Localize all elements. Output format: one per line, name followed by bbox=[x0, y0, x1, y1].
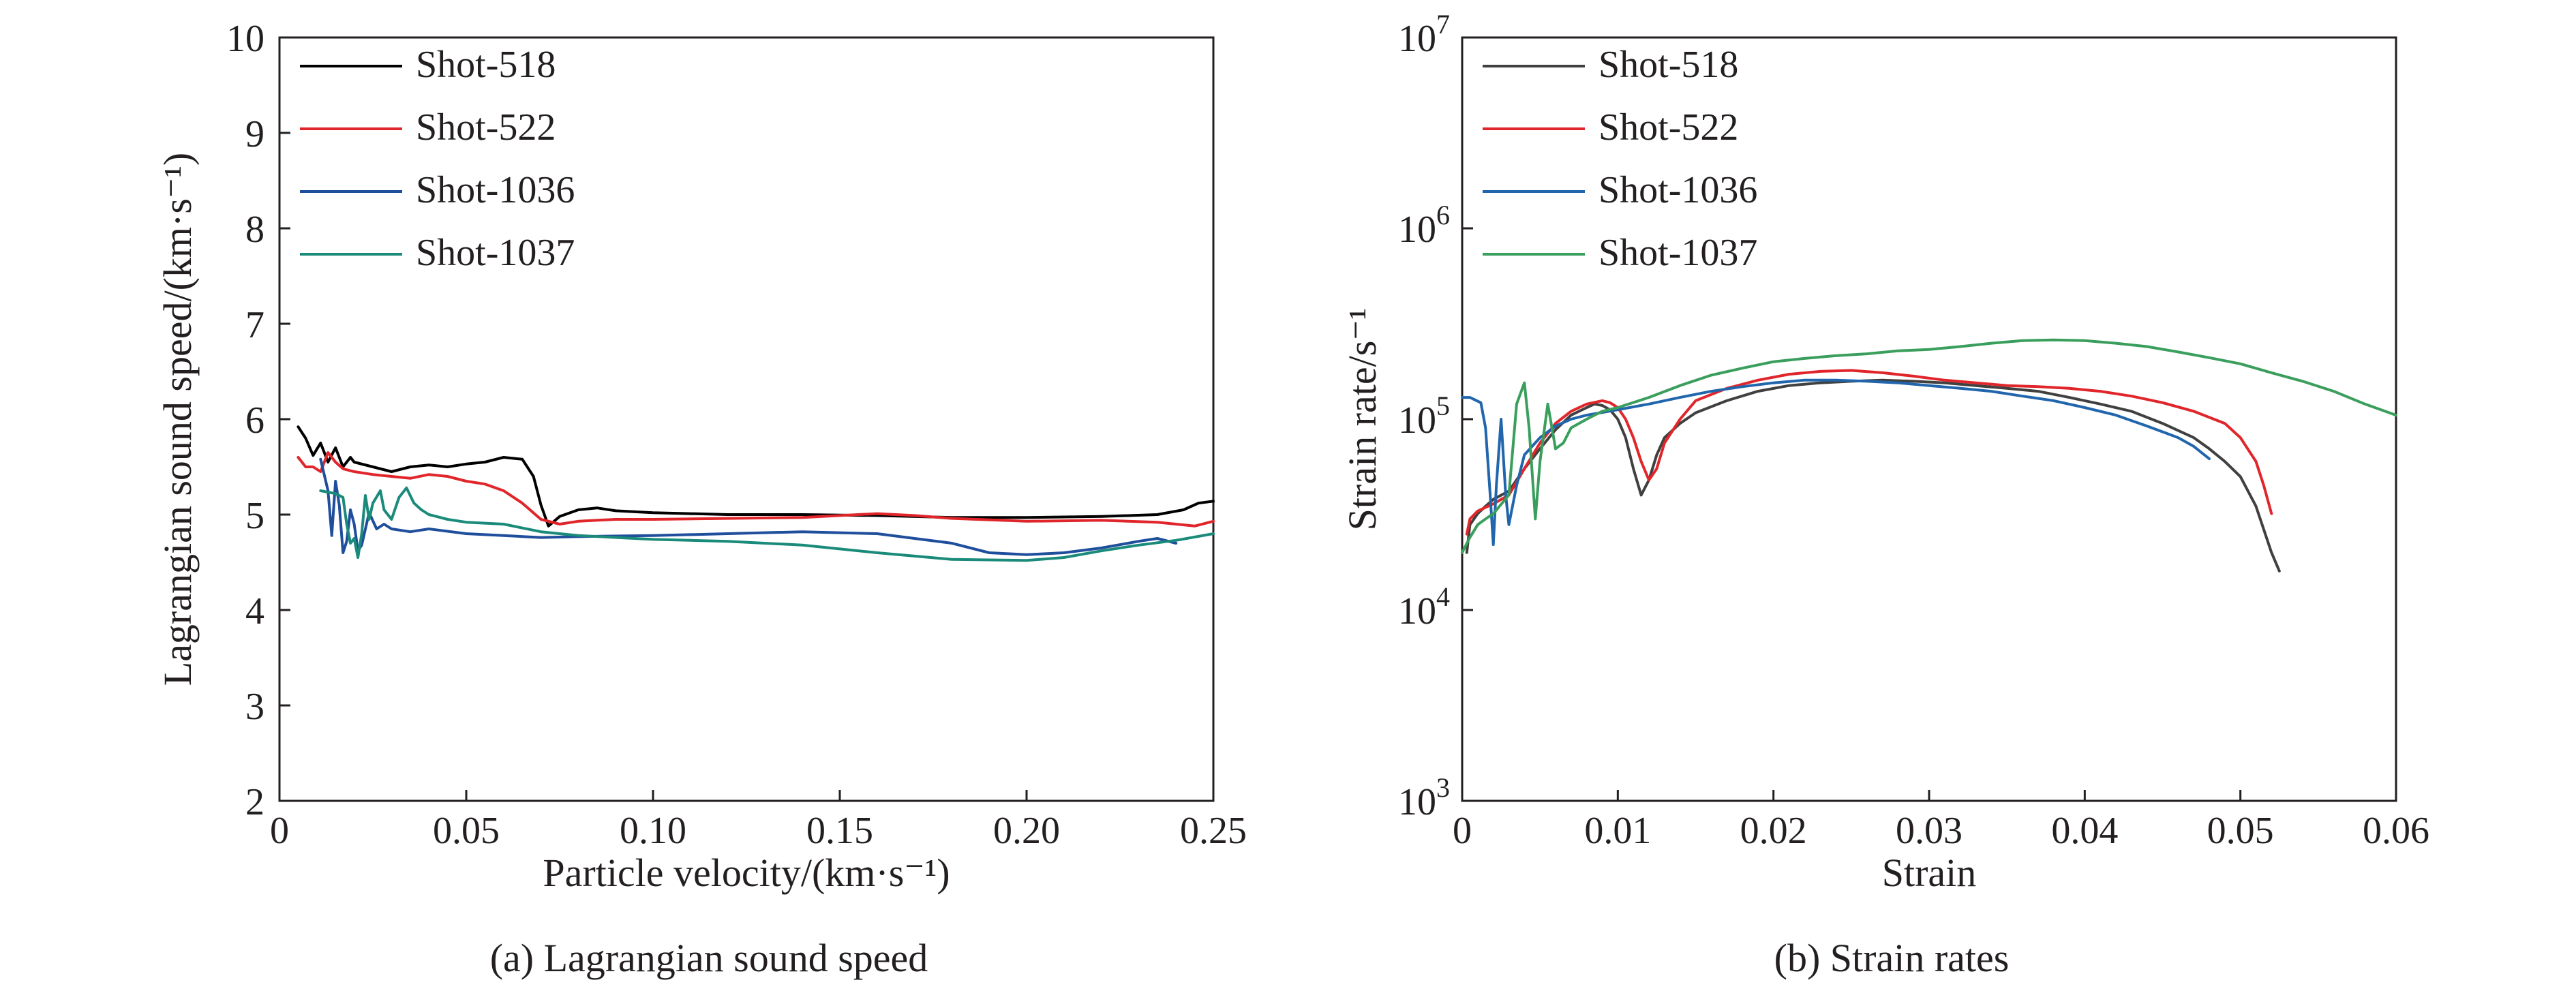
chart-b-x-ticks: 0 0.01 0.02 0.03 0.04 0.05 0.06 bbox=[1453, 790, 2429, 852]
chart-a-legend: Shot-518 Shot-522 Shot-1036 Shot-1037 bbox=[300, 44, 575, 274]
y-tick-exponent: 6 bbox=[1436, 200, 1450, 230]
chart-a-series bbox=[297, 425, 1215, 562]
y-tick-exponent: 7 bbox=[1436, 9, 1450, 40]
y-tick-label: 2 bbox=[245, 781, 264, 823]
chart-a: 0 0.05 0.10 0.15 0.20 0.25 2 3 4 5 6 7 8 9 10 Shot-51… bbox=[155, 18, 1247, 980]
x-tick-label: 0 bbox=[1453, 810, 1472, 852]
x-tick-label: 0.05 bbox=[2207, 810, 2274, 852]
y-tick-exponent: 5 bbox=[1436, 391, 1450, 421]
y-tick-label: 4 bbox=[245, 590, 264, 632]
y-tick-label: 105 bbox=[1398, 391, 1450, 442]
y-tick-base: 10 bbox=[1398, 209, 1436, 251]
legend-label: Shot-522 bbox=[1598, 106, 1738, 149]
series-line-shot-1036 bbox=[1461, 378, 2211, 547]
series-line-shot-1037 bbox=[1461, 338, 2397, 554]
x-tick-label: 0.25 bbox=[1180, 810, 1247, 852]
chart-b-caption: (b) Strain rates bbox=[1774, 936, 2010, 980]
y-tick-base: 10 bbox=[1398, 590, 1436, 632]
chart-b-frame bbox=[1461, 36, 2397, 802]
legend-label: Shot-522 bbox=[416, 106, 556, 149]
y-tick-label: 6 bbox=[245, 399, 264, 442]
legend-label: Shot-518 bbox=[1598, 44, 1738, 86]
y-tick-base: 10 bbox=[1398, 399, 1436, 442]
y-tick-exponent: 3 bbox=[1436, 772, 1450, 803]
y-tick-label: 106 bbox=[1398, 200, 1450, 251]
chart-a-caption: (a) Lagrangian sound speed bbox=[490, 936, 928, 980]
series-line-shot-522 bbox=[297, 451, 1215, 528]
x-tick-label: 0.06 bbox=[2363, 810, 2429, 852]
y-tick-exponent: 4 bbox=[1436, 581, 1450, 612]
y-tick-base: 10 bbox=[1398, 781, 1436, 823]
y-tick-label: 107 bbox=[1398, 9, 1450, 60]
x-tick-label: 0.04 bbox=[2051, 810, 2118, 852]
chart-a-x-axis-title: Particle velocity/(km·s⁻¹) bbox=[543, 851, 950, 895]
legend-label: Shot-1037 bbox=[416, 232, 575, 274]
y-tick-label: 5 bbox=[245, 495, 264, 537]
series-line-shot-1036 bbox=[319, 457, 1178, 556]
y-tick-label: 10 bbox=[226, 18, 264, 60]
y-tick-label: 103 bbox=[1398, 772, 1450, 823]
series-line-shot-518 bbox=[1465, 378, 2281, 573]
legend-label: Shot-1036 bbox=[1598, 169, 1757, 211]
legend-label: Shot-1037 bbox=[1598, 232, 1757, 274]
x-tick-label: 0.05 bbox=[433, 810, 500, 852]
y-tick-base: 10 bbox=[1398, 18, 1436, 60]
series-line-shot-518 bbox=[297, 425, 1215, 528]
y-tick-label: 8 bbox=[245, 209, 264, 251]
chart-a-frame bbox=[278, 36, 1215, 802]
y-tick-label: 3 bbox=[245, 686, 264, 728]
chart-b: 0 0.01 0.02 0.03 0.04 0.05 0.06 10310410510610… bbox=[1340, 9, 2429, 980]
series-line-shot-522 bbox=[1465, 369, 2273, 536]
x-tick-label: 0.01 bbox=[1584, 810, 1651, 852]
chart-a-x-ticks: 0 0.05 0.10 0.15 0.20 0.25 bbox=[270, 790, 1247, 852]
chart-b-x-axis-title: Strain bbox=[1882, 851, 1977, 895]
y-tick-label: 104 bbox=[1398, 581, 1450, 632]
x-tick-label: 0.15 bbox=[806, 810, 873, 852]
chart-b-series bbox=[1461, 338, 2397, 573]
x-tick-label: 0.02 bbox=[1740, 810, 1807, 852]
series-line-shot-1037 bbox=[319, 486, 1215, 562]
legend-label: Shot-1036 bbox=[416, 169, 575, 211]
x-tick-label: 0.03 bbox=[1896, 810, 1963, 852]
chart-a-y-ticks: 2 3 4 5 6 7 8 9 10 bbox=[226, 18, 290, 823]
y-tick-label: 7 bbox=[245, 304, 264, 346]
chart-a-y-axis-title: Lagrangian sound speed/(km·s⁻¹) bbox=[155, 153, 200, 686]
x-tick-label: 0 bbox=[270, 810, 289, 852]
chart-b-legend: Shot-518 Shot-522 Shot-1036 Shot-1037 bbox=[1483, 44, 1757, 274]
legend-label: Shot-518 bbox=[416, 44, 556, 86]
x-tick-label: 0.20 bbox=[993, 810, 1060, 852]
chart-b-y-axis-title: Strain rate/s⁻¹ bbox=[1340, 308, 1384, 531]
y-tick-label: 9 bbox=[245, 113, 264, 155]
x-tick-label: 0.10 bbox=[620, 810, 686, 852]
